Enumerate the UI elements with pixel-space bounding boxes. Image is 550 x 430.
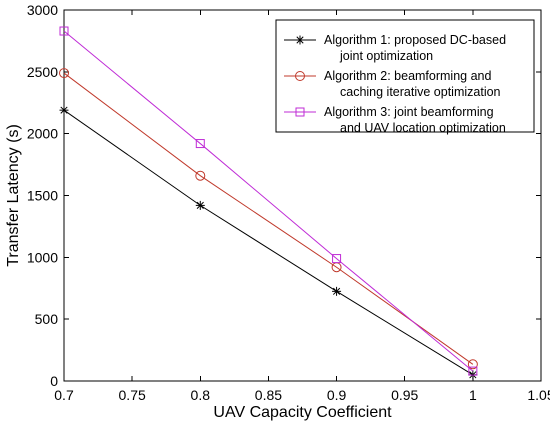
series-3-point [468, 366, 478, 376]
legend-box [275, 19, 535, 133]
y-tick-label: 1500 [27, 188, 58, 204]
y-tick-label: 2500 [27, 64, 58, 80]
x-tick-label: 0.7 [54, 387, 74, 403]
y-axis-title: Transfer Latency (s) [5, 124, 22, 267]
legend-swatch-marker [295, 107, 305, 117]
legend-swatch-marker [295, 71, 305, 81]
series-1-point [59, 105, 69, 115]
x-tick-label: 0.9 [327, 387, 347, 403]
x-tick-label: 1.05 [527, 387, 550, 403]
series-3-point [195, 139, 205, 149]
series-2-point [195, 170, 206, 181]
series-1-point [195, 200, 205, 210]
y-axis-ticks: 0 500 1000 1500 2000 2500 3000 [27, 2, 541, 389]
legend-label: Algorithm 1: proposed DC-based [324, 33, 506, 47]
y-tick-label: 0 [50, 373, 58, 389]
series-2-point [59, 68, 69, 79]
series-1-point [332, 286, 342, 296]
x-axis-ticks: 0.7 0.75 0.8 0.85 0.9 0.95 1 1.05 [54, 10, 550, 403]
series-3-point [332, 254, 342, 264]
series-2-point [467, 359, 478, 370]
series-3-line [63, 30, 474, 372]
legend-entry-1: Algorithm 1: proposed DC-based joint opti… [284, 33, 506, 63]
legend-label: Algorithm 2: beamforming and [324, 69, 491, 83]
x-tick-label: 1 [469, 387, 477, 403]
y-tick-label: 2000 [27, 126, 58, 142]
series-3-point [59, 26, 69, 36]
x-tick-label: 0.95 [391, 387, 418, 403]
legend-entry-3: Algorithm 3: joint beamforming and UAV lo… [284, 105, 506, 135]
series-2 [59, 68, 478, 370]
x-tick-label: 0.75 [119, 387, 146, 403]
legend-swatch-marker [295, 35, 305, 45]
legend-label: caching iterative optimization [340, 85, 501, 99]
y-tick-label: 3000 [27, 2, 58, 18]
legend-label: joint optimization [339, 49, 433, 63]
legend: Algorithm 1: proposed DC-based joint opti… [275, 19, 535, 135]
y-tick-label: 500 [35, 311, 59, 327]
legend-label: Algorithm 3: joint beamforming [324, 105, 494, 119]
x-tick-label: 0.8 [191, 387, 211, 403]
series-3 [59, 26, 478, 376]
x-tick-label: 0.85 [255, 387, 282, 403]
series-1-line [63, 109, 474, 376]
series-1 [59, 105, 478, 380]
series-2-line [63, 72, 474, 365]
y-tick-label: 1000 [27, 249, 58, 265]
series-group [59, 26, 478, 380]
legend-entry-2: Algorithm 2: beamforming and caching iter… [284, 69, 501, 99]
legend-label: and UAV location optimization [340, 121, 506, 135]
x-axis-title: UAV Capacity Coefficient [213, 404, 392, 421]
